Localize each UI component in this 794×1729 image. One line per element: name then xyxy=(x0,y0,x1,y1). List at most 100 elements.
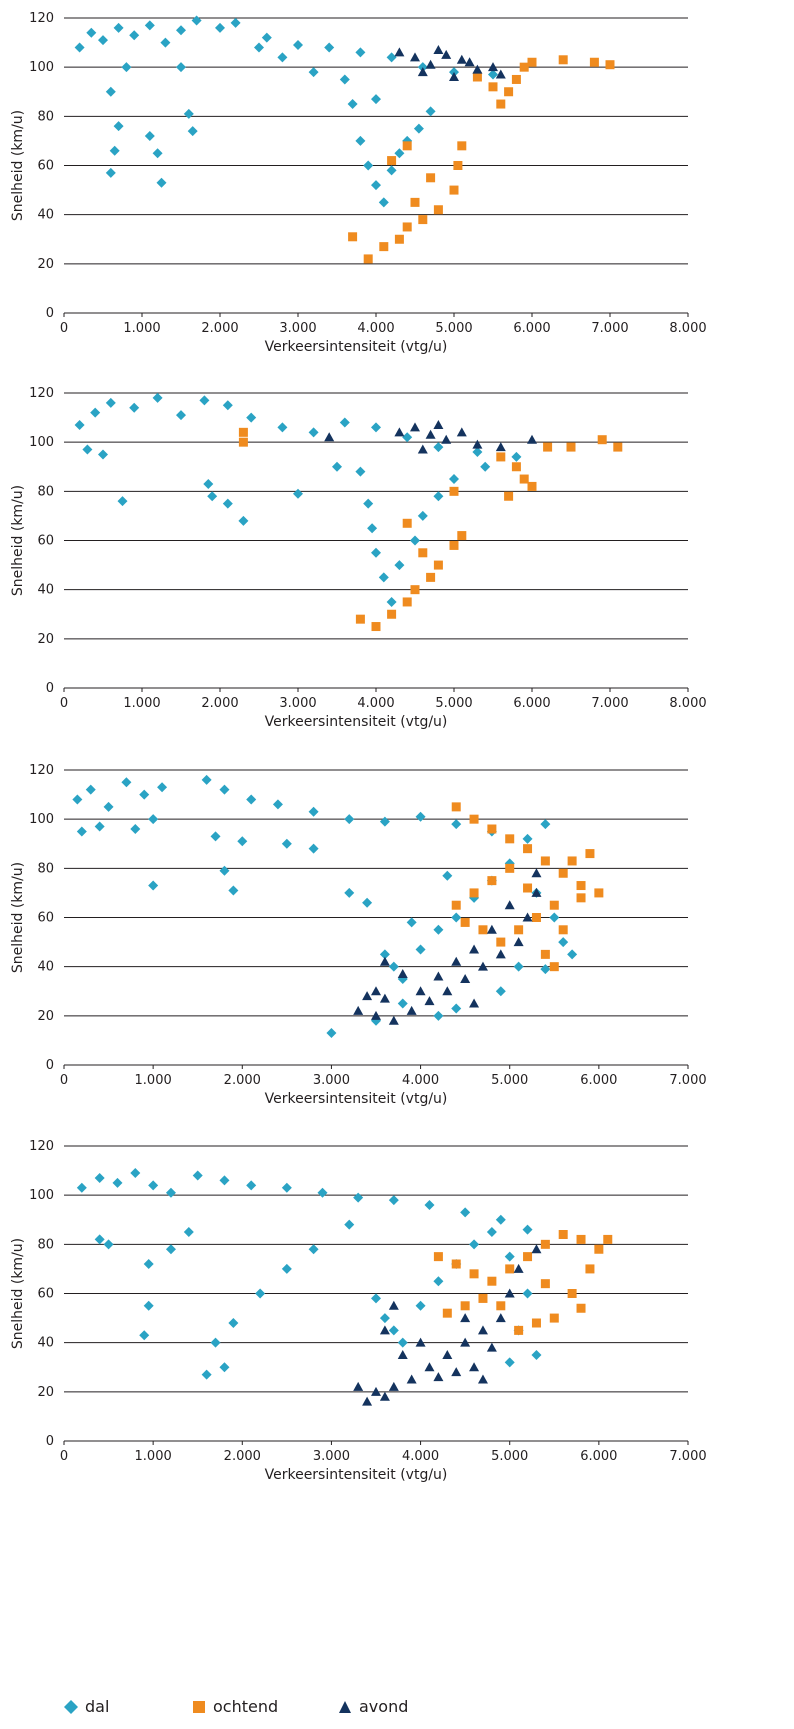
data-point-ochtend xyxy=(348,232,358,242)
chart-2: 0 20 40 60 80 100 120 0 1.000 2.000 3.000 4.000 5.00… xyxy=(10,386,707,730)
data-point-dal xyxy=(379,816,390,827)
legend-label-dal: dal xyxy=(85,1697,110,1716)
data-point-dal xyxy=(355,135,366,146)
data-point-dal xyxy=(143,1300,154,1311)
data-point-dal xyxy=(522,1224,533,1235)
data-point-avond xyxy=(353,1005,364,1015)
data-point-dal xyxy=(386,165,397,176)
data-point-ochtend xyxy=(558,55,568,65)
data-point-dal xyxy=(344,1219,355,1230)
data-point-dal xyxy=(486,1227,497,1238)
data-point-dal xyxy=(394,560,405,571)
data-point-dal xyxy=(103,801,114,812)
data-point-dal xyxy=(353,1192,364,1203)
data-point-dal xyxy=(176,62,186,73)
data-point-dal xyxy=(105,167,116,178)
data-point-avond xyxy=(388,1300,399,1310)
data-point-ochtend xyxy=(540,1239,550,1249)
x-tick-label: 5.000 xyxy=(491,1073,528,1088)
x-tick-label: 3.000 xyxy=(279,321,316,336)
data-point-dal xyxy=(469,1239,480,1250)
data-point-dal xyxy=(460,1207,471,1218)
data-point-dal xyxy=(254,42,264,53)
data-point-dal xyxy=(442,870,453,881)
data-point-dal xyxy=(433,924,444,935)
data-point-dal xyxy=(148,814,159,825)
data-point-avond xyxy=(469,998,480,1008)
data-point-ochtend xyxy=(402,222,412,232)
data-point-avond xyxy=(424,996,435,1006)
data-point-avond xyxy=(433,44,444,54)
data-point-dal xyxy=(511,451,522,462)
data-point-dal xyxy=(277,52,288,63)
data-point-dal xyxy=(371,94,381,105)
x-axis-label: Verkeersintensiteit (vtg/u) xyxy=(265,339,448,355)
data-point-dal xyxy=(98,449,108,460)
y-tick-label: 120 xyxy=(29,763,54,778)
data-point-dal xyxy=(415,1300,426,1311)
data-point-ochtend xyxy=(558,925,568,935)
data-point-ochtend xyxy=(379,242,389,252)
data-point-dal xyxy=(85,784,96,795)
x-tick-label: 3.000 xyxy=(279,696,316,711)
data-point-avond xyxy=(477,1374,488,1384)
data-point-dal xyxy=(417,510,428,521)
data-point-ochtend xyxy=(433,1252,443,1262)
data-point-dal xyxy=(219,865,230,876)
data-point-dal xyxy=(230,17,241,28)
data-point-dal xyxy=(344,814,355,825)
data-point-dal xyxy=(148,1180,159,1191)
data-point-avond xyxy=(486,924,497,934)
x-tick-label: 4.000 xyxy=(402,1073,439,1088)
data-point-dal xyxy=(449,474,459,485)
data-point-avond xyxy=(460,973,471,983)
data-point-dal xyxy=(201,774,212,785)
data-point-dal xyxy=(488,69,498,80)
data-point-ochtend xyxy=(460,1301,470,1311)
data-point-avond xyxy=(449,72,459,81)
y-tick-label: 20 xyxy=(37,257,54,272)
data-point-dal xyxy=(410,535,420,546)
data-point-dal xyxy=(371,422,381,433)
data-point-dal xyxy=(406,917,417,928)
data-point-dal xyxy=(156,177,167,188)
data-point-avond xyxy=(379,993,390,1003)
legend-item-avond: avond xyxy=(338,1694,408,1720)
data-point-dal xyxy=(222,498,233,509)
y-tick-label: 100 xyxy=(29,435,54,450)
data-point-ochtend xyxy=(496,1301,506,1311)
data-point-avond xyxy=(397,1349,408,1359)
data-point-ochtend xyxy=(410,585,420,595)
data-point-ochtend xyxy=(488,82,498,92)
data-point-dal xyxy=(480,461,491,472)
data-point-ochtend xyxy=(487,876,497,886)
data-point-dal xyxy=(176,25,186,36)
data-point-dal xyxy=(139,789,150,800)
data-point-dal xyxy=(522,1288,533,1299)
data-point-dal xyxy=(201,1369,212,1380)
data-point-dal xyxy=(472,447,483,457)
data-point-dal xyxy=(379,949,390,960)
x-tick-label: 1.000 xyxy=(135,1449,172,1464)
y-tick-label: 40 xyxy=(37,1336,54,1351)
y-tick-label: 80 xyxy=(37,109,54,124)
data-point-dal xyxy=(495,986,506,997)
data-point-dal xyxy=(386,596,397,607)
data-point-dal xyxy=(326,1028,337,1039)
data-point-avond xyxy=(456,54,467,64)
data-point-ochtend xyxy=(496,452,506,462)
data-point-dal xyxy=(388,1325,399,1336)
data-point-dal xyxy=(394,148,405,159)
data-point-avond xyxy=(531,868,542,878)
data-point-dal xyxy=(113,121,124,132)
data-point-avond xyxy=(488,62,498,72)
data-point-avond xyxy=(417,444,428,454)
data-point-avond xyxy=(353,1381,364,1391)
data-point-avond xyxy=(469,1362,480,1372)
data-point-dal xyxy=(246,412,257,423)
data-point-ochtend xyxy=(504,87,514,97)
data-point-avond xyxy=(388,1015,399,1025)
data-point-ochtend xyxy=(585,1264,595,1274)
data-point-dal xyxy=(451,1003,462,1014)
